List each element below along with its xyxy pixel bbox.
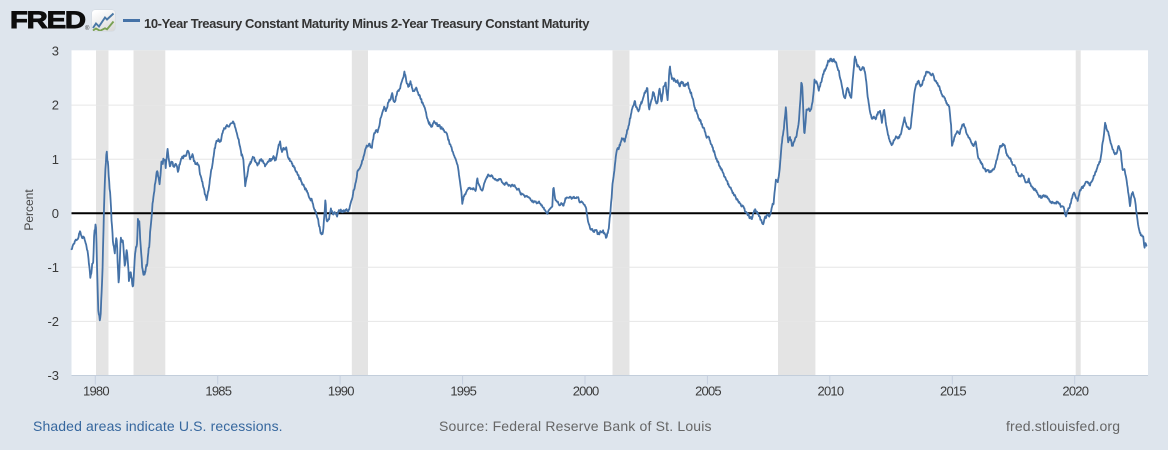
svg-text:2005: 2005	[695, 383, 721, 398]
svg-text:-1: -1	[47, 260, 59, 275]
svg-text:1980: 1980	[83, 383, 109, 398]
svg-text:1: 1	[52, 152, 59, 167]
svg-text:-3: -3	[47, 368, 59, 383]
svg-text:2000: 2000	[573, 383, 599, 398]
svg-text:1985: 1985	[205, 383, 231, 398]
svg-text:-2: -2	[47, 314, 59, 329]
svg-text:0: 0	[52, 206, 59, 221]
svg-text:2015: 2015	[940, 383, 966, 398]
svg-text:2020: 2020	[1062, 383, 1088, 398]
svg-text:2010: 2010	[818, 383, 844, 398]
svg-text:1990: 1990	[328, 383, 354, 398]
svg-text:3: 3	[52, 44, 59, 59]
svg-text:2: 2	[52, 98, 59, 113]
svg-text:1995: 1995	[450, 383, 476, 398]
